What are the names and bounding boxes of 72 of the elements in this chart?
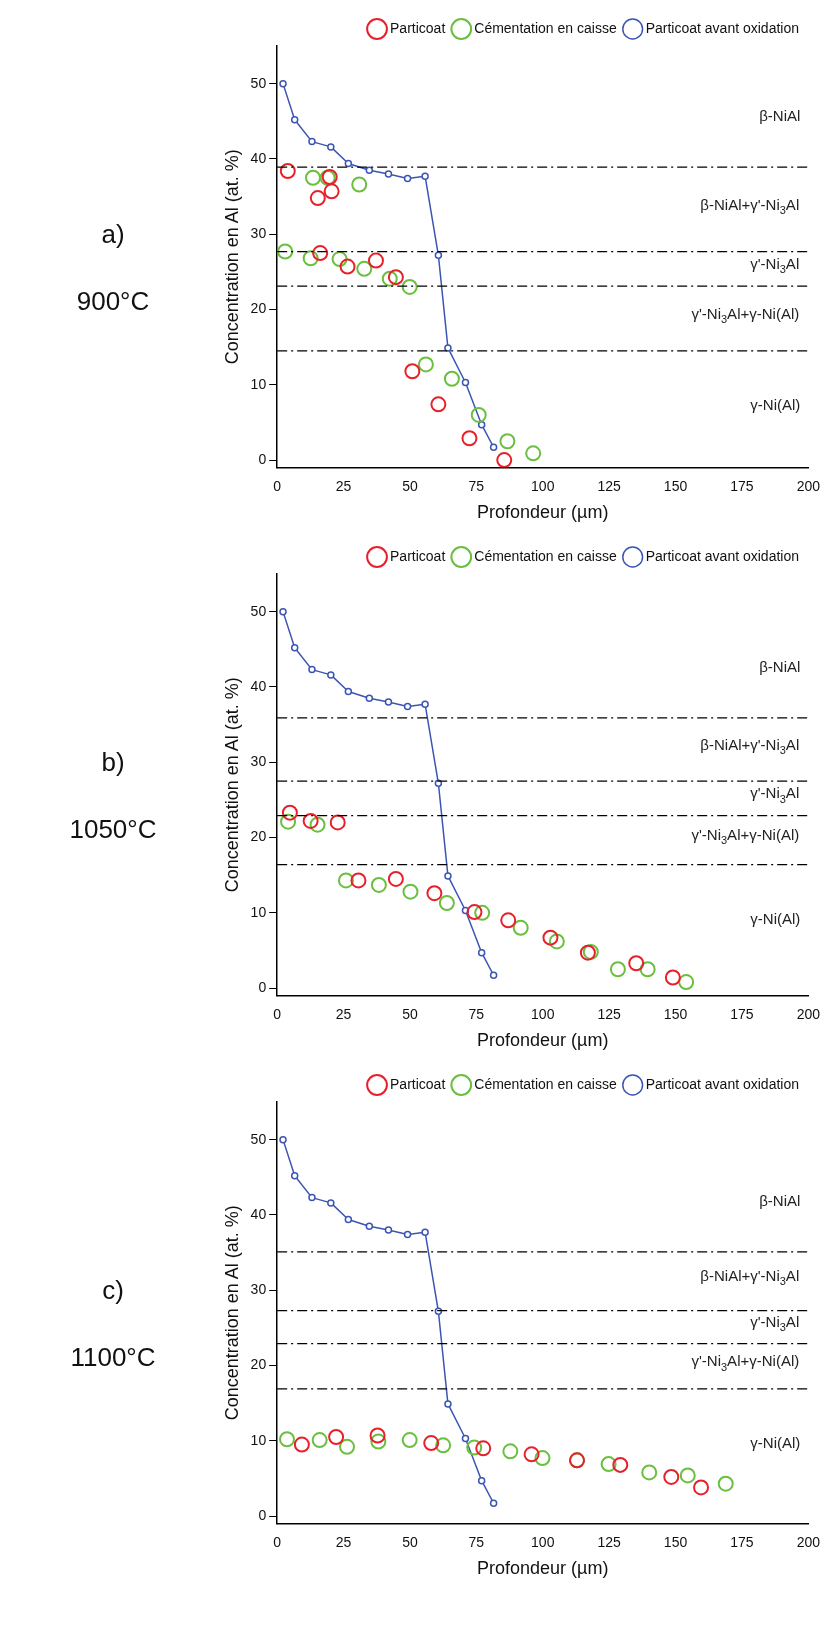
text: 1100°C [69, 1342, 157, 1373]
y-tick-label: 10 [250, 1431, 267, 1448]
annotation: γ-Ni(Al) [750, 1433, 801, 1451]
x-tick-label: 75 [468, 1005, 485, 1022]
x-tick-label: 200 [796, 1533, 821, 1550]
x-tick-label: 150 [663, 477, 688, 494]
y-axis-title: Concentration en Al (at. %) [221, 677, 242, 893]
legend-label: Particoat [390, 547, 446, 564]
x-axis-title: Profondeur (µm) [477, 502, 609, 523]
x-tick-label: 175 [730, 1005, 754, 1022]
x-tick-label: 25 [335, 1533, 352, 1550]
text: 900°C [75, 286, 151, 317]
text: a) [100, 219, 126, 250]
legend-label: Particoat avant oxidation [645, 1075, 800, 1092]
x-axis-title: Profondeur (µm) [477, 1558, 609, 1579]
text: c) [101, 1275, 125, 1306]
legend-label: Particoat [390, 1075, 446, 1092]
x-axis-title: Profondeur (µm) [477, 1030, 609, 1051]
y-tick-label: 40 [250, 1205, 267, 1222]
annotation: γ-Ni(Al) [750, 909, 801, 927]
x-tick-label: 175 [730, 477, 754, 494]
annotation: β-NiAl [759, 107, 801, 125]
y-tick-label: 50 [250, 1130, 267, 1147]
x-tick-label: 75 [468, 477, 485, 494]
legend-label: Cémentation en caisse [474, 547, 617, 564]
y-tick-label: 30 [250, 1281, 267, 1298]
y-tick-label: 40 [250, 677, 267, 694]
x-tick-label: 0 [273, 1005, 282, 1022]
y-tick-label: 0 [258, 450, 267, 467]
x-tick-label: 150 [663, 1005, 688, 1022]
legend-label: Cémentation en caisse [474, 1075, 617, 1092]
x-tick-label: 125 [597, 477, 622, 494]
y-tick-label: 40 [250, 149, 267, 166]
x-tick-label: 25 [335, 477, 352, 494]
x-tick-label: 50 [402, 1005, 418, 1022]
x-tick-label: 100 [531, 1533, 555, 1550]
x-tick-label: 50 [402, 477, 418, 494]
y-tick-label: 20 [250, 300, 267, 317]
y-axis-title: Concentration en Al (at. %) [221, 1205, 242, 1421]
legend-label: Particoat avant oxidation [645, 19, 800, 36]
x-tick-label: 25 [335, 1005, 352, 1022]
y-axis-title: Concentration en Al (at. %) [221, 149, 242, 365]
x-tick-label: 100 [531, 1005, 555, 1022]
x-tick-label: 125 [597, 1533, 622, 1550]
legend-label: Cémentation en caisse [474, 19, 617, 36]
annotation: β-NiAl [759, 1191, 801, 1209]
legend-label: Particoat avant oxidation [645, 547, 800, 564]
x-tick-label: 125 [597, 1005, 622, 1022]
x-tick-label: 75 [468, 1533, 485, 1550]
y-tick-label: 20 [250, 1356, 267, 1373]
x-tick-label: 0 [273, 1533, 282, 1550]
legend-label: Particoat [390, 19, 446, 36]
y-tick-label: 30 [250, 753, 267, 770]
y-tick-label: 0 [258, 1506, 267, 1523]
x-tick-label: 50 [402, 1533, 418, 1550]
x-tick-label: 0 [273, 477, 282, 494]
x-tick-label: 100 [531, 477, 555, 494]
y-tick-label: 20 [250, 828, 267, 845]
y-tick-label: 0 [258, 978, 267, 995]
annotation: γ-Ni(Al) [750, 396, 801, 414]
annotation: β-NiAl [759, 657, 801, 675]
y-tick-label: 50 [250, 602, 267, 619]
y-tick-label: 10 [250, 375, 267, 392]
y-tick-label: 50 [250, 74, 267, 91]
x-tick-label: 150 [663, 1533, 688, 1550]
x-tick-label: 175 [730, 1533, 754, 1550]
y-tick-label: 30 [250, 225, 267, 242]
y-tick-label: 10 [250, 903, 267, 920]
x-tick-label: 200 [796, 1005, 821, 1022]
text: 1050°C [68, 814, 158, 845]
text: b) [100, 747, 126, 778]
x-tick-label: 200 [796, 477, 821, 494]
